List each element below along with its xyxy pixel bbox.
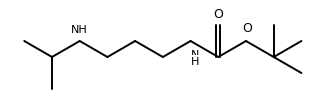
Text: H: H — [190, 56, 199, 66]
Text: NH: NH — [71, 25, 88, 35]
Text: O: O — [242, 22, 252, 35]
Text: N: N — [190, 50, 199, 59]
Text: O: O — [213, 8, 223, 21]
